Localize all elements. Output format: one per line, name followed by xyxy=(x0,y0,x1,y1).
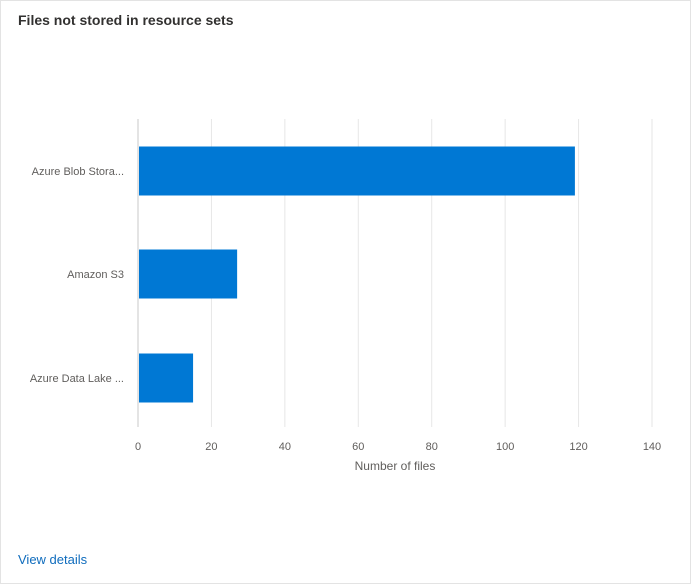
category-labels: Azure Blob Stora... Amazon S3 Azure Data L… xyxy=(30,166,124,385)
x-tick-label: 100 xyxy=(496,441,514,453)
bars xyxy=(139,146,575,403)
x-tick-label: 60 xyxy=(352,441,364,453)
x-tick-label: 0 xyxy=(135,441,141,453)
x-tick-label: 120 xyxy=(569,441,587,453)
view-details-link[interactable]: View details xyxy=(18,552,88,567)
card-title: Files not stored in resource sets xyxy=(18,12,234,28)
category-label: Azure Blob Stora... xyxy=(32,166,124,178)
x-tick-labels: 0 20 40 60 80 100 120 140 xyxy=(135,441,661,453)
bar[interactable] xyxy=(139,249,238,299)
x-axis-label: Number of files xyxy=(355,459,436,473)
x-tick-label: 140 xyxy=(643,441,661,453)
bar-chart: Azure Blob Stora... Amazon S3 Azure Data L… xyxy=(30,119,661,473)
category-label: Amazon S3 xyxy=(67,269,124,281)
bar[interactable] xyxy=(139,146,575,196)
x-tick-label: 20 xyxy=(205,441,217,453)
x-tick-label: 40 xyxy=(279,441,291,453)
bar[interactable] xyxy=(139,353,194,403)
x-tick-label: 80 xyxy=(426,441,438,453)
category-label: Azure Data Lake ... xyxy=(30,373,124,385)
